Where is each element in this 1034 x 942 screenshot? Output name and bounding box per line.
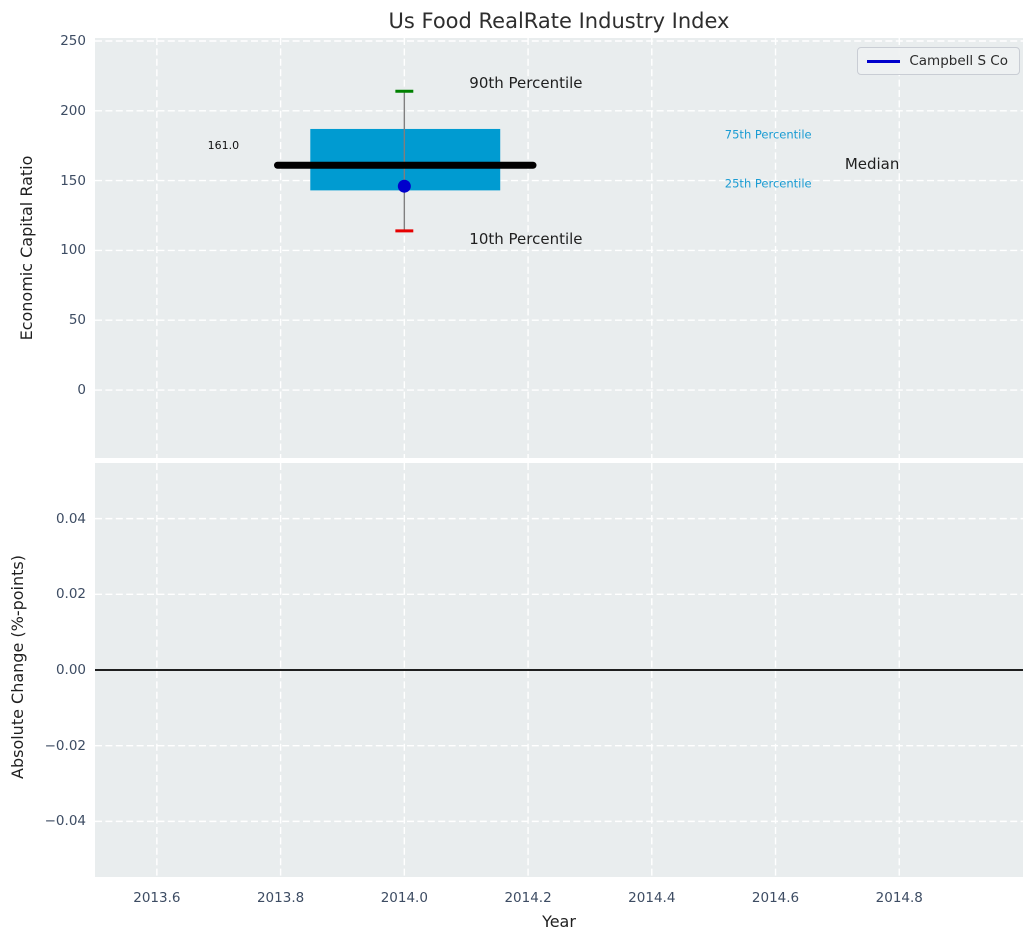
y-tick-label-top: 150 [60,172,86,189]
x-axis-label: Year [542,912,576,931]
chart-title: Us Food RealRate Industry Index [388,9,730,33]
x-tick-label: 2014.6 [751,890,800,906]
boxplot-canvas: 90th Percentile 10th Percentile 75th Perce… [95,38,1023,458]
x-tick-label: 2014.0 [380,890,428,906]
p90-label: 90th Percentile [469,74,582,92]
y-tick-label-top: 200 [60,102,86,119]
x-tick-label: 2014.4 [628,890,676,906]
y-tick-label-top: 250 [60,33,86,49]
x-tick-label: 2014.2 [504,890,552,906]
y-tick-label-top: 100 [60,242,86,259]
y-tick-label-bottom: 0.00 [55,662,86,678]
y-tick-label-bottom: 0.02 [55,586,86,603]
y-tick-label-top: 0 [77,382,86,398]
p75-label: 75th Percentile [725,128,812,142]
bottom-plot-area [95,463,1023,877]
change-plot-canvas [95,463,1023,877]
y-tick-label-bottom: 0.04 [55,510,86,527]
top-plot-area: 90th Percentile 10th Percentile 75th Perce… [95,38,1023,458]
y-tick-label-top: 50 [68,312,86,329]
legend-label: Campbell S Co [909,53,1008,69]
x-tick-label: 2014.8 [875,890,923,906]
x-tick-label: 2013.8 [256,890,305,906]
x-tick-label: 2013.6 [133,890,181,906]
p10-label: 10th Percentile [469,230,582,248]
legend[interactable]: Campbell S Co [857,47,1020,75]
p25-label: 25th Percentile [725,176,812,190]
median-value-label: 161.0 [208,139,240,152]
y-tick-label-bottom: −0.04 [44,813,86,830]
company-point[interactable] [397,179,411,193]
median-label: Median [845,155,900,173]
y-tick-label-bottom: −0.02 [44,737,86,754]
legend-line-swatch [867,59,901,63]
